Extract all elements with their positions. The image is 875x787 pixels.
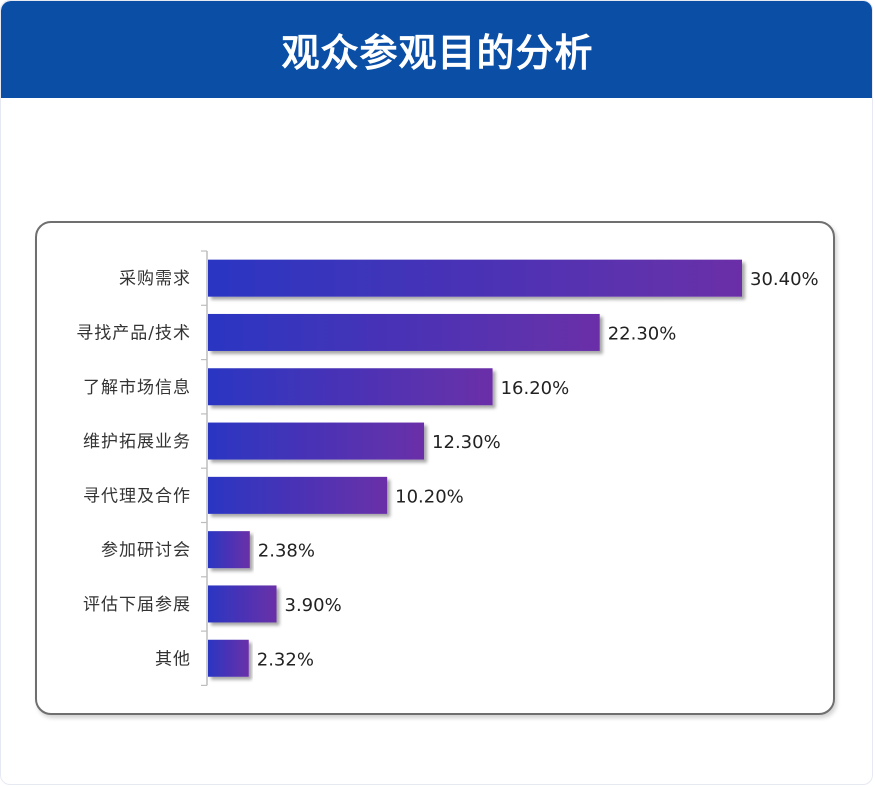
category-label: 维护拓展业务: [83, 432, 191, 452]
value-label: 30.40%: [750, 269, 819, 290]
header-bar: 观众参观目的分析: [1, 1, 872, 98]
bar: [208, 259, 742, 297]
category-label: 评估下届参展: [83, 595, 191, 615]
category-label: 采购需求: [119, 269, 191, 289]
category-label: 参加研讨会: [101, 541, 191, 561]
category-label: 寻找产品/技术: [76, 323, 191, 343]
value-label: 22.30%: [608, 323, 677, 344]
category-label: 了解市场信息: [83, 378, 191, 398]
bar: [208, 313, 600, 351]
visit-purpose-bar-chart: 采购需求 30.40% 寻找产品/技术 22.30% 了解市场信息 16.20% 维护拓展业…: [76, 250, 819, 686]
bar: [208, 585, 277, 623]
value-label: 10.20%: [395, 486, 464, 507]
bar: [208, 368, 493, 406]
bar: [208, 639, 249, 677]
bar: [208, 422, 425, 460]
chart-frame: 采购需求 30.40% 寻找产品/技术 22.30% 了解市场信息 16.20% 维护拓展业…: [35, 221, 835, 715]
value-label: 3.90%: [285, 595, 342, 616]
category-label: 寻代理及合作: [83, 486, 191, 506]
page-title: 观众参观目的分析: [281, 31, 594, 75]
value-label: 16.20%: [501, 378, 570, 399]
value-label: 2.38%: [258, 541, 315, 562]
bar: [208, 531, 250, 569]
value-label: 2.32%: [257, 649, 314, 670]
value-label: 12.30%: [432, 432, 501, 453]
bar: [208, 476, 388, 514]
category-label: 其他: [155, 649, 191, 669]
